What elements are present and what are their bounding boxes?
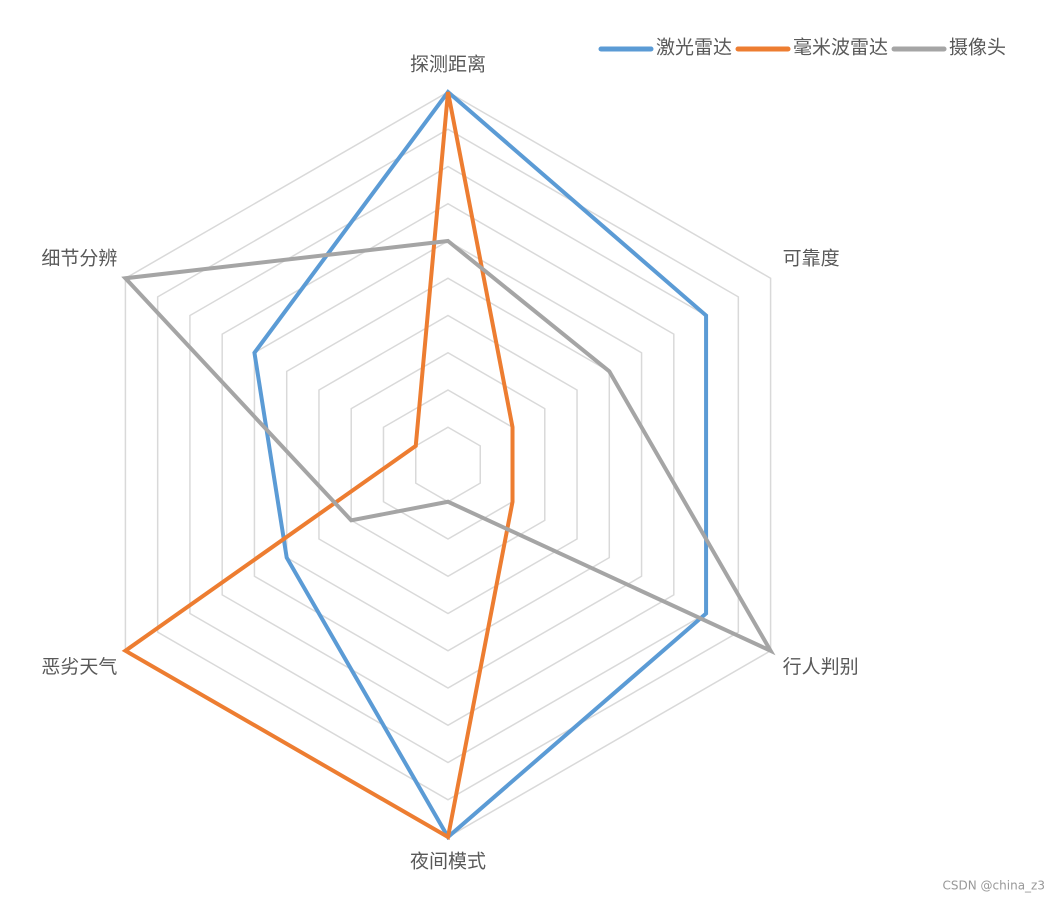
category-label: 夜间模式 [410, 850, 486, 872]
series-line [121, 238, 776, 656]
legend-label: 毫米波雷达 [793, 36, 888, 58]
category-label: 细节分辨 [41, 248, 117, 270]
grid-ring [382, 389, 514, 540]
category-label: 探测距离 [410, 53, 486, 75]
series-line [121, 91, 515, 841]
grid-ring [221, 202, 675, 727]
legend-label: 激光雷达 [656, 36, 732, 58]
legend-label: 摄像头 [949, 36, 1006, 58]
category-label: 行人判别 [783, 656, 859, 678]
category-label: 恶劣天气 [41, 656, 117, 678]
grid-ring [414, 426, 482, 503]
watermark: CSDN @china_z3 [943, 879, 1045, 893]
category-label: 可靠度 [783, 248, 840, 270]
grid-ring [189, 165, 707, 764]
grid-ring [253, 240, 643, 689]
grid-ring [318, 314, 578, 615]
grid-ring [350, 351, 546, 578]
grid-ring [156, 128, 740, 801]
